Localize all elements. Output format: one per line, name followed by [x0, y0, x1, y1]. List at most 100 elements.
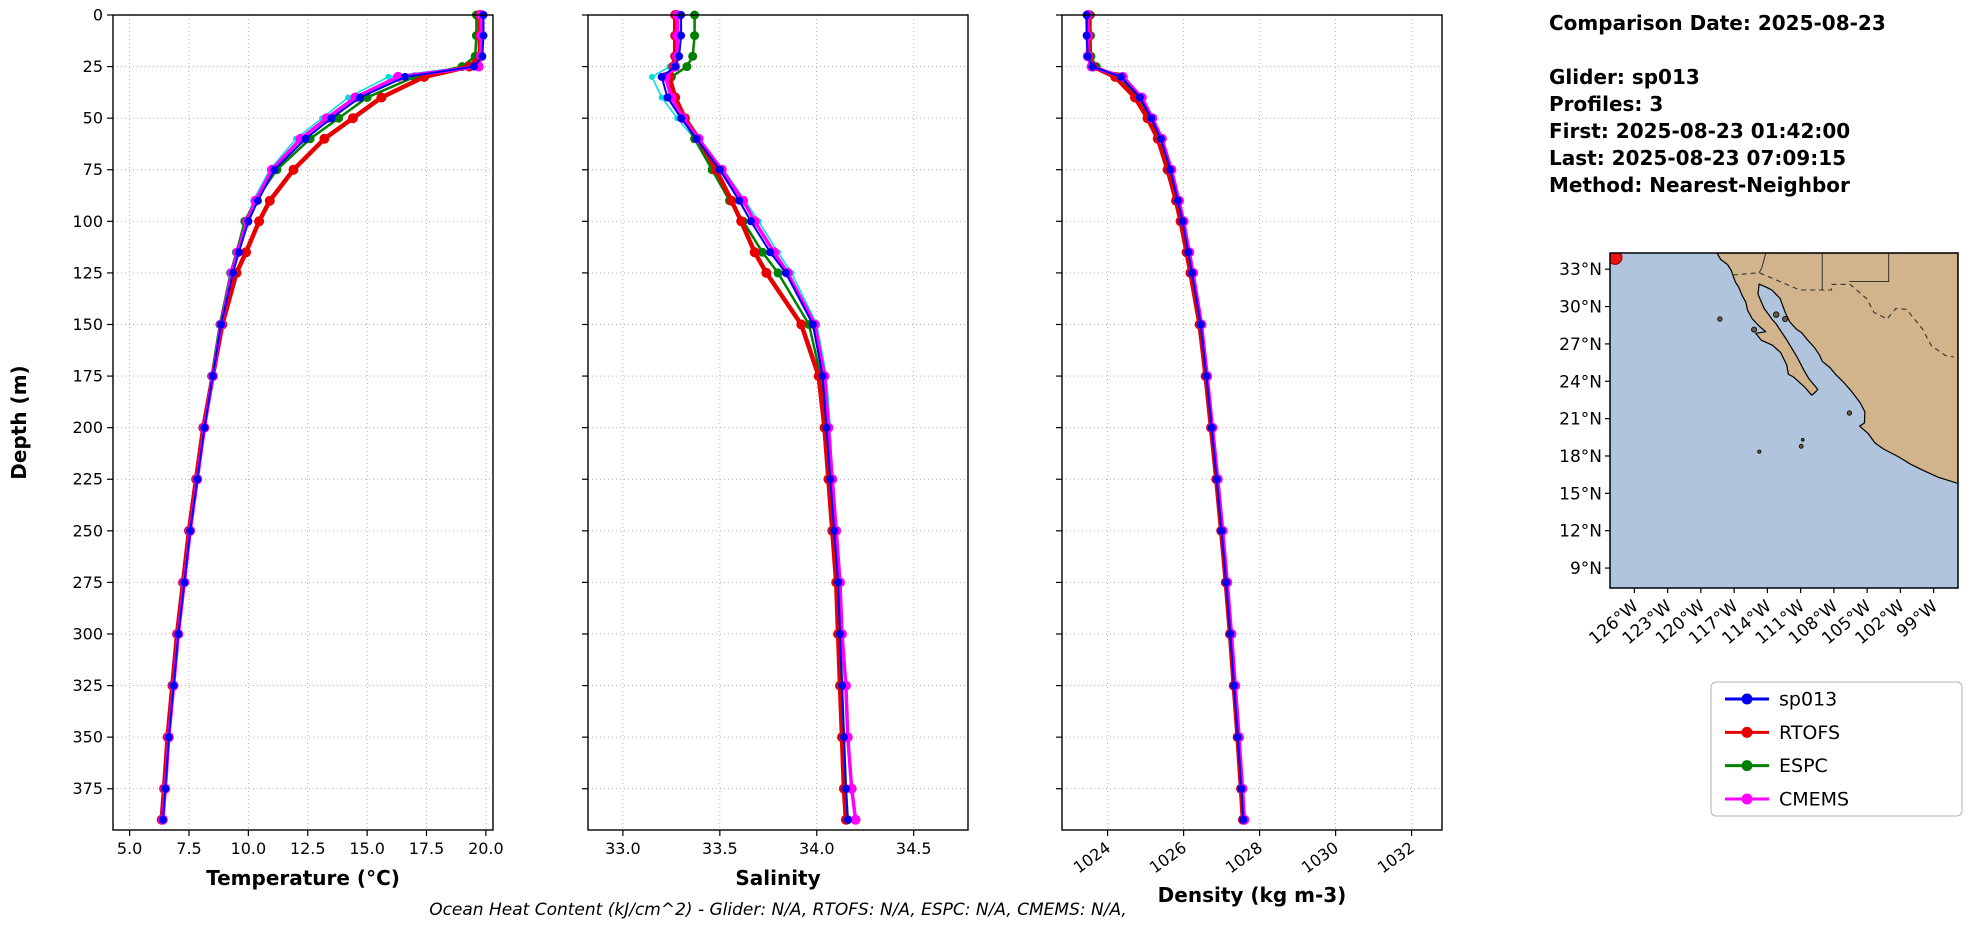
lat-tick-label: 9°N [1570, 559, 1602, 579]
method-text: Method: Nearest-Neighbor [1549, 173, 1850, 197]
sp013-profiles-marker [658, 94, 665, 101]
sp013-marker [838, 681, 846, 690]
lat-tick-label: 24°N [1559, 372, 1602, 392]
sp013-legend-marker [1741, 693, 1753, 705]
ESPC-marker [334, 113, 344, 123]
RTOFS-marker [736, 216, 747, 227]
x-tick-label: 1028 [1222, 838, 1266, 877]
ESPC-marker [773, 268, 783, 278]
sp013-marker [841, 784, 850, 793]
island [1717, 316, 1723, 322]
depth-tick-label: 300 [72, 624, 103, 643]
state-border [1849, 253, 1890, 283]
depth-tick-label: 75 [83, 160, 103, 179]
sp013-marker [479, 31, 488, 40]
depth-tick-label: 325 [72, 676, 103, 695]
x-tick-label: 20.0 [468, 839, 504, 858]
sp013-marker [164, 733, 173, 742]
plot-frame [112, 14, 494, 831]
depth-tick-label: 50 [83, 109, 103, 128]
depth-tick-label: 375 [72, 779, 103, 798]
RTOFS-marker [254, 216, 265, 227]
depth-tick-label: 125 [72, 263, 103, 282]
sp013-marker [253, 196, 262, 205]
sp013-marker [836, 630, 844, 638]
legend: sp013 RTOFS ESPC CMEMS [1710, 681, 1963, 817]
sp013-marker [180, 578, 189, 587]
depth-tick-label: 200 [72, 418, 103, 437]
CMEMS-marker [846, 783, 857, 794]
sp013-marker [193, 475, 202, 484]
sp013-marker [158, 815, 167, 824]
sp013-marker [244, 217, 253, 226]
sp013-marker [1207, 423, 1216, 432]
x-tick-label: 15.0 [349, 839, 385, 858]
sp013-marker [843, 815, 852, 824]
comparison-date-text: Comparison Date: 2025-08-23 [1549, 11, 1886, 35]
island [1772, 311, 1780, 318]
state-border [1758, 253, 1767, 273]
sp013-marker [1082, 31, 1091, 40]
sp013-marker [301, 134, 310, 143]
sp013-marker [766, 248, 775, 257]
depth-tick-label: 250 [72, 521, 103, 540]
island [1782, 315, 1789, 322]
sp013-profiles-marker [649, 73, 655, 80]
plot-frame [1061, 14, 1443, 831]
lat-tick-label: 18°N [1559, 447, 1602, 467]
sp013-marker [1178, 217, 1187, 226]
sp013-legend-label: sp013 [1779, 689, 1837, 711]
sp013-marker [401, 72, 410, 81]
depth-tick-label: 275 [72, 573, 103, 592]
sp013-marker [715, 165, 724, 174]
depth-tick-label: 100 [72, 212, 103, 231]
ESPC-line [1089, 15, 1245, 820]
glider-name-text: Glider: sp013 [1549, 65, 1700, 89]
x-tick-label: 1032 [1374, 838, 1418, 877]
ESPC-marker [688, 51, 698, 61]
sp013-marker [327, 114, 336, 123]
temperature-profile-axis-title: Temperature (°C) [206, 866, 400, 890]
x-tick-label: 34.0 [799, 839, 835, 858]
ESPC-marker [690, 31, 700, 41]
RTOFS-marker [264, 195, 275, 206]
sp013-marker [830, 526, 839, 535]
depth-axis-title: Depth (m) [7, 365, 31, 479]
RTOFS-marker [288, 164, 299, 175]
sp013-marker [675, 52, 684, 61]
sp013-marker [1237, 784, 1246, 793]
sp013-marker [1116, 72, 1125, 81]
sp013-marker [174, 630, 183, 638]
sp013-marker [1166, 165, 1175, 174]
ESPC-legend-marker [1741, 760, 1753, 772]
sp013-marker [478, 52, 487, 61]
CMEMS-legend-marker [1741, 793, 1753, 805]
map-content [1610, 253, 1958, 588]
sp013-marker [234, 248, 243, 257]
sp013-marker [1217, 526, 1226, 535]
sp013-profiles-marker [385, 73, 392, 80]
CMEMS-line [1086, 15, 1247, 820]
sp013-marker [839, 733, 848, 742]
sp013-marker [808, 320, 817, 329]
legend-box [1710, 681, 1963, 817]
sp013-line [161, 15, 485, 820]
sp013-marker [746, 217, 755, 226]
RTOFS-marker [319, 133, 330, 144]
RTOFS-marker [347, 113, 358, 124]
density-profile-axis-title: Density (kg m-3) [1158, 883, 1347, 907]
lat-tick-label: 21°N [1559, 410, 1602, 430]
sp013-marker [200, 423, 209, 432]
sp013-marker [663, 93, 672, 102]
island [1751, 326, 1758, 333]
x-tick-label: 12.5 [290, 839, 326, 858]
sp013-marker [781, 268, 790, 277]
lat-tick-label: 15°N [1559, 484, 1602, 504]
sp013-marker [228, 268, 237, 277]
depth-tick-label: 0 [93, 6, 103, 25]
lat-tick-label: 12°N [1559, 522, 1602, 542]
depth-tick-label: 225 [72, 470, 103, 489]
ocean-heat-content-caption: Ocean Heat Content (kJ/cm^2) - Glider: N… [429, 900, 1127, 920]
sp013-marker [1173, 196, 1182, 205]
